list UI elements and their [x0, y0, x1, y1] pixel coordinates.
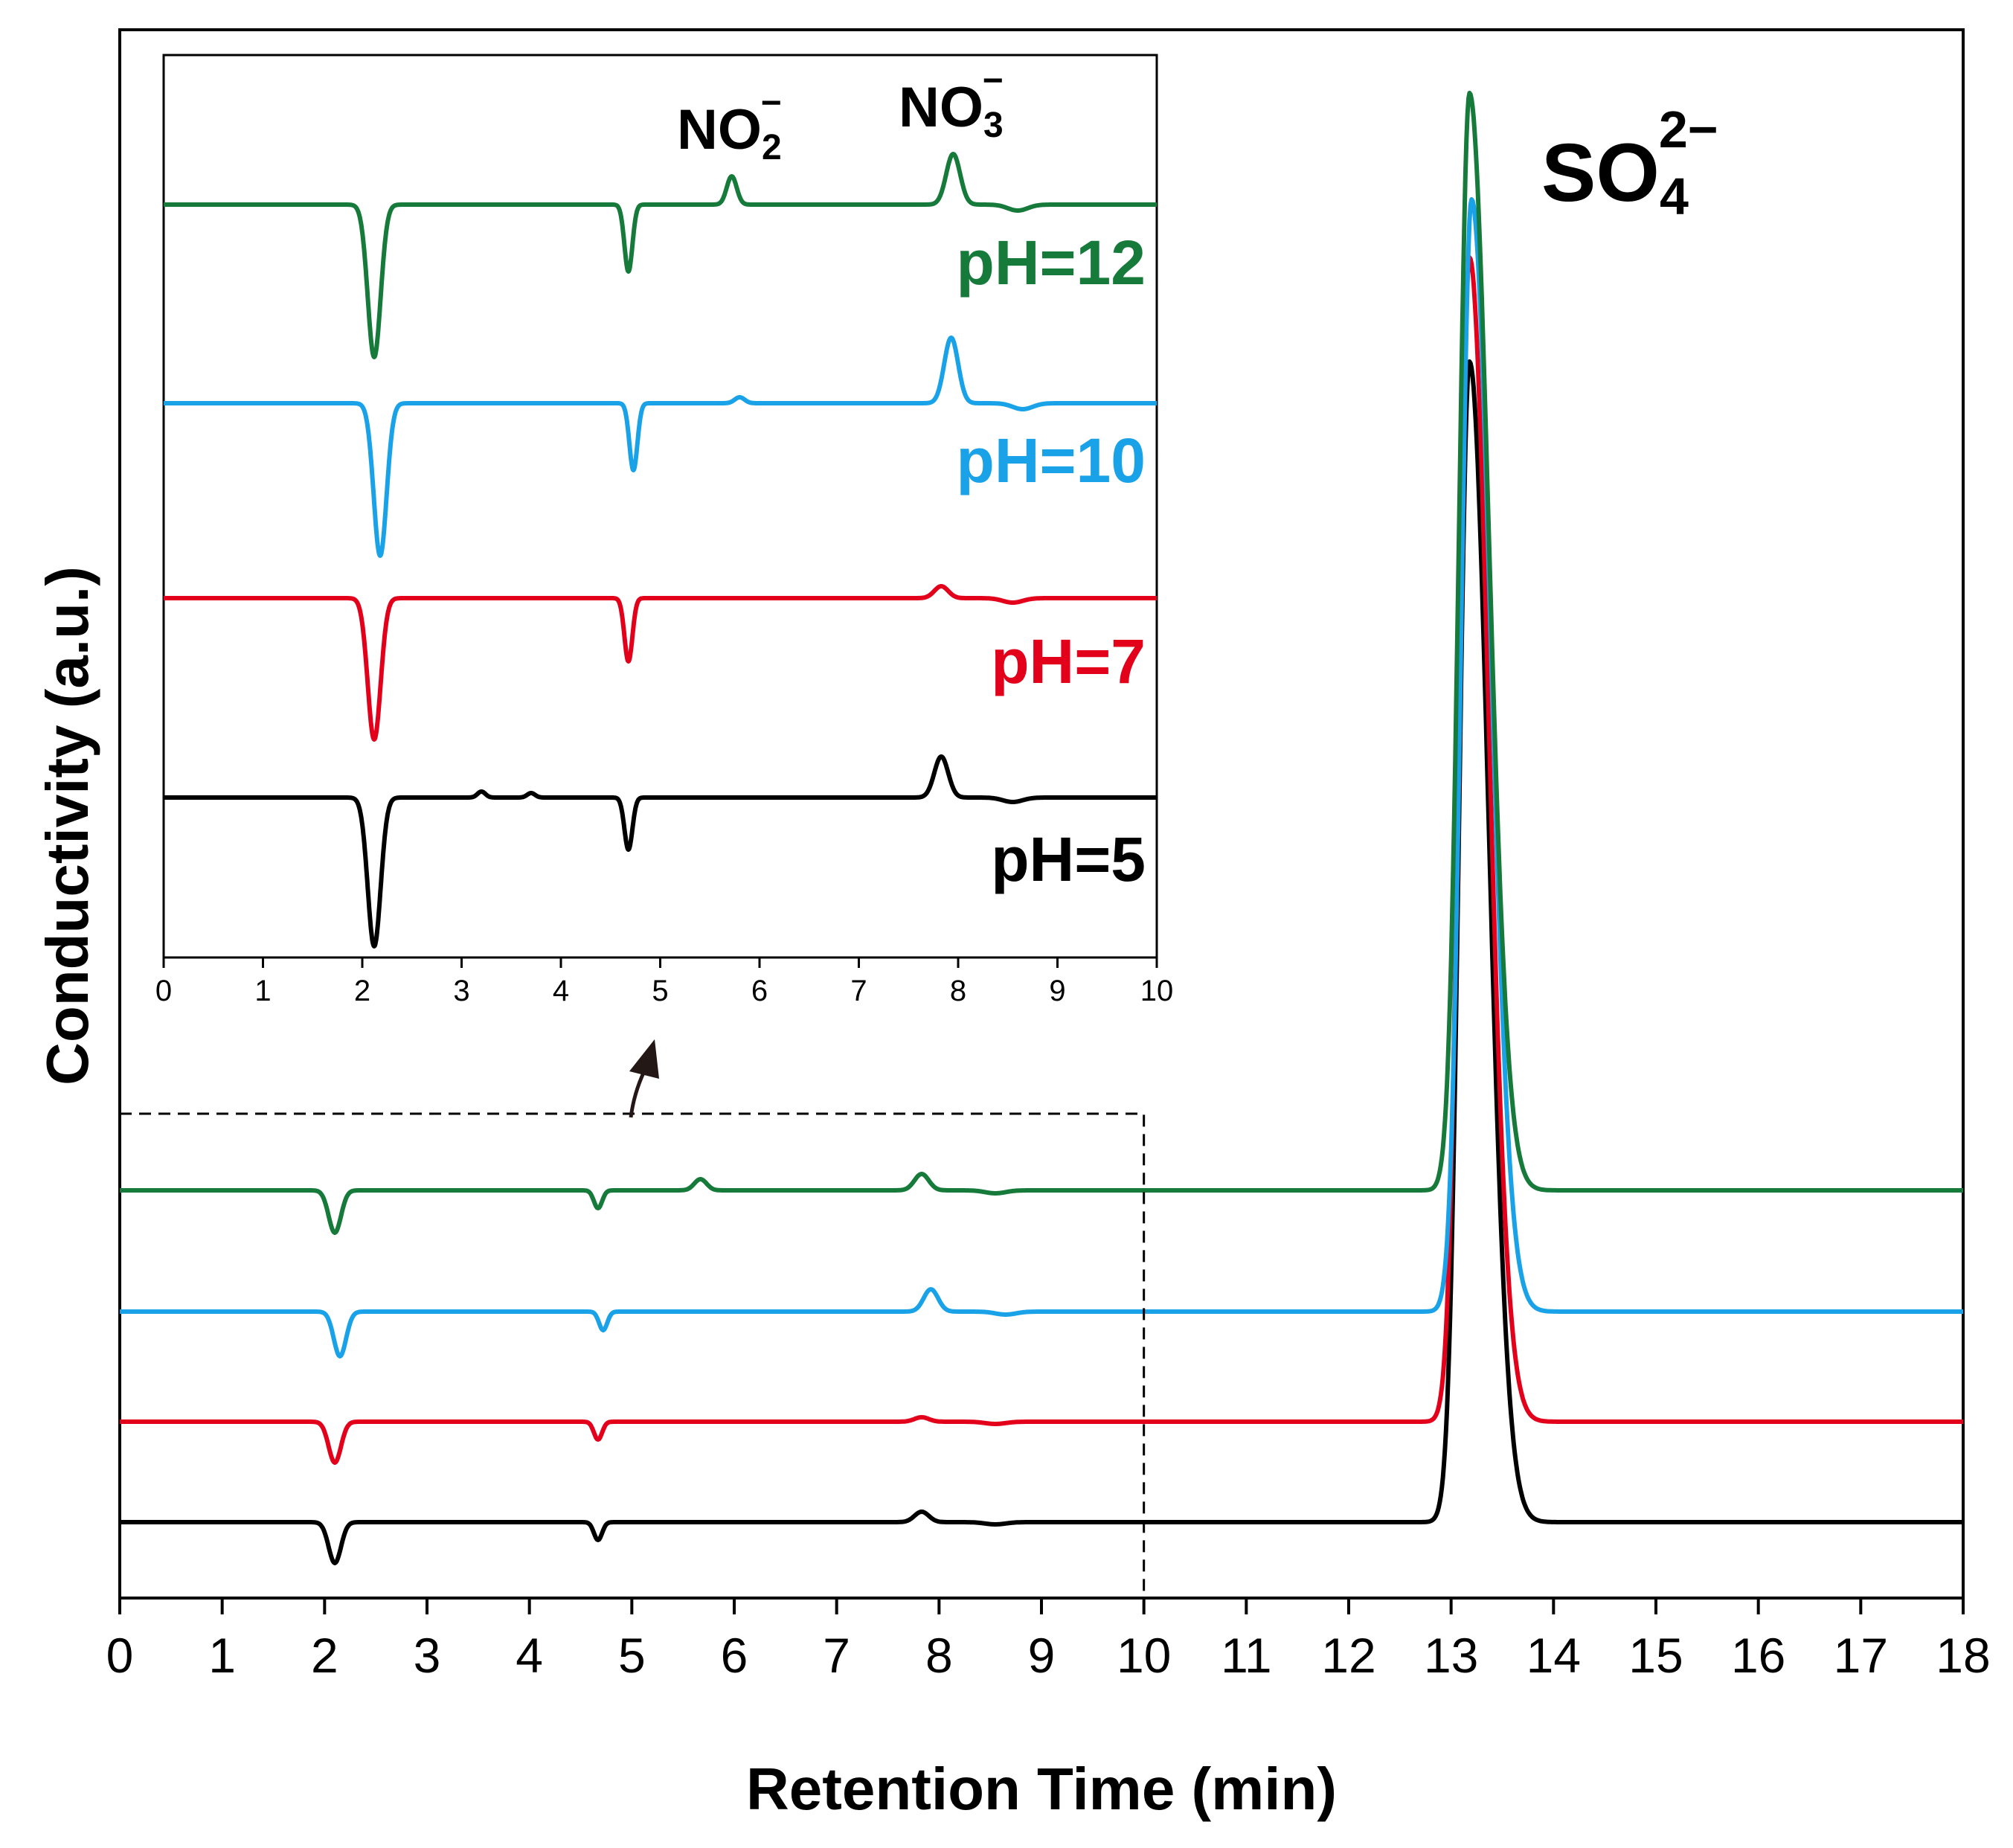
main-x-tick-label: 3: [414, 1628, 441, 1683]
main-x-ticks: 0 1 2 3 4 5 6 7 8 9 10 11 12 13 14 15 16 17 18: [106, 1598, 1991, 1683]
main-series-line-ph10: [118, 197, 1965, 1358]
main-x-tick-label: 8: [925, 1628, 953, 1683]
inset-x-tick-label: 1: [254, 975, 271, 1007]
inset-x-tick-label: 2: [354, 975, 370, 1007]
main-x-tick-label: 14: [1526, 1628, 1581, 1683]
main-x-tick-label: 0: [106, 1628, 134, 1683]
main-x-tick-label: 10: [1117, 1628, 1171, 1683]
zoom-arrow: [629, 1039, 659, 1118]
inset-series-line-ph5: [161, 754, 1159, 949]
y-axis-title: Conductivity (a.u.): [34, 566, 100, 1085]
nitrate-peak-label: NO3−: [899, 61, 1004, 145]
inset-x-tick-label: 4: [553, 975, 569, 1007]
inset-series-line-ph10: [161, 336, 1159, 558]
main-x-tick-label: 9: [1028, 1628, 1056, 1683]
main-series-group: [118, 91, 1965, 1565]
main-x-tick-label: 11: [1221, 1628, 1272, 1683]
main-x-tick-label: 18: [1936, 1628, 1990, 1683]
inset-series-group: [161, 152, 1159, 949]
x-axis-title: Retention Time (min): [746, 1756, 1337, 1822]
main-x-tick-label: 6: [721, 1628, 748, 1683]
inset-x-tick-label: 7: [850, 975, 867, 1007]
main-x-tick-label: 7: [823, 1628, 850, 1683]
nitrite-peak-label: NO2−: [677, 83, 782, 167]
inset-label-ph5: pH=5: [991, 824, 1146, 894]
main-x-tick-label: 17: [1834, 1628, 1888, 1683]
main-series-line-ph7: [118, 255, 1965, 1465]
inset-x-tick-label: 0: [155, 975, 172, 1007]
main-x-tick-label: 2: [311, 1628, 338, 1683]
main-x-tick-label: 13: [1424, 1628, 1478, 1683]
inset-label-ph7: pH=7: [991, 626, 1146, 696]
inset-x-tick-label: 5: [652, 975, 668, 1007]
main-x-tick-label: 15: [1628, 1628, 1683, 1683]
main-x-tick-label: 16: [1731, 1628, 1785, 1683]
inset-x-tick-label: 9: [1049, 975, 1065, 1007]
inset-series-line-ph12: [161, 152, 1159, 359]
main-series-line-ph12: [118, 91, 1965, 1235]
inset-background: [164, 55, 1157, 957]
main-x-tick-label: 12: [1321, 1628, 1375, 1683]
inset-label-ph12: pH=12: [957, 228, 1146, 298]
inset-x-tick-label: 10: [1140, 975, 1174, 1007]
inset-x-tick-label: 6: [751, 975, 768, 1007]
sulfate-peak-label: SO42−: [1541, 100, 1718, 225]
inset-x-tick-label: 3: [453, 975, 469, 1007]
inset-x-ticks: 0 1 2 3 4 5 6 7 8 9 10: [155, 957, 1173, 1007]
inset-x-tick-label: 8: [950, 975, 966, 1007]
main-x-tick-label: 5: [618, 1628, 646, 1683]
main-series-line-ph5: [118, 359, 1965, 1565]
main-x-tick-label: 1: [208, 1628, 236, 1683]
inset-label-ph10: pH=10: [957, 426, 1146, 495]
main-x-tick-label: 4: [516, 1628, 543, 1683]
inset-series-line-ph7: [161, 584, 1159, 742]
